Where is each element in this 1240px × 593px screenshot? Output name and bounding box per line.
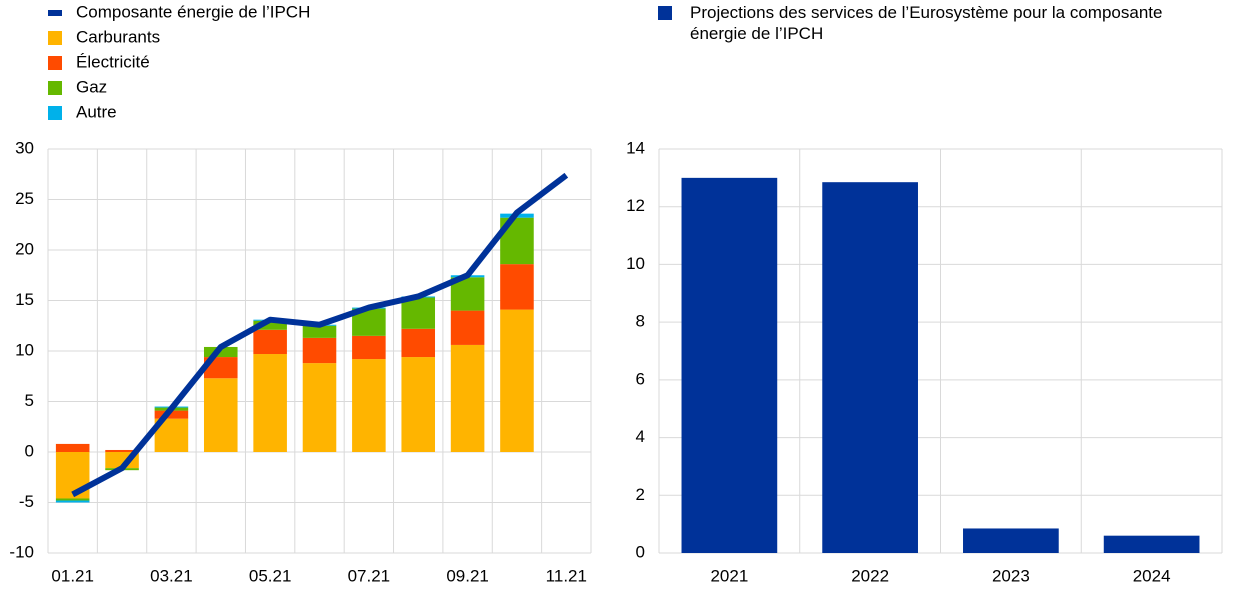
bar — [302, 325, 337, 338]
x-tick-label: 03.21 — [150, 566, 193, 585]
bar — [681, 177, 778, 553]
x-tick-label: 05.21 — [249, 566, 292, 585]
bar — [55, 500, 90, 503]
x-tick-label: 07.21 — [348, 566, 391, 585]
bar — [154, 410, 189, 419]
y-tick-label: 0 — [25, 441, 34, 460]
bar — [55, 498, 90, 501]
y-tick-label: 10 — [15, 340, 34, 359]
y-tick-label: 2 — [636, 485, 645, 504]
bar — [203, 378, 238, 452]
y-tick-label: -10 — [9, 542, 34, 561]
y-tick-label: 8 — [636, 312, 645, 331]
x-tick-label: 01.21 — [51, 566, 94, 585]
legend-marker — [48, 106, 62, 120]
bar — [352, 359, 386, 452]
y-tick-label: 12 — [626, 196, 645, 215]
bar — [253, 354, 287, 452]
legend-marker — [48, 81, 62, 95]
y-tick-label: 14 — [626, 138, 645, 157]
legend-label: Électricité — [76, 52, 150, 71]
y-tick-label: 15 — [15, 290, 34, 309]
bar — [1103, 535, 1200, 553]
y-tick-label: 4 — [636, 427, 645, 446]
bar — [401, 297, 436, 329]
x-tick-label: 2021 — [710, 566, 748, 585]
legend-label: Projections des services de l’Eurosystèm… — [690, 3, 1163, 43]
x-tick-label: 11.21 — [546, 566, 587, 585]
bar — [822, 182, 918, 553]
y-tick-label: 0 — [636, 542, 645, 561]
bar — [401, 357, 436, 452]
x-tick-label: 09.21 — [446, 566, 489, 585]
y-tick-label: 5 — [25, 391, 34, 410]
bar — [203, 346, 238, 358]
bar — [450, 344, 485, 452]
bar — [302, 337, 337, 364]
bar — [302, 363, 337, 452]
y-tick-label: 6 — [636, 369, 645, 388]
bar — [203, 357, 238, 379]
bar — [105, 449, 139, 452]
legend-marker — [48, 31, 62, 45]
legend-label: Composante énergie de l’IPCH — [76, 2, 310, 21]
x-tick-label: 2023 — [992, 566, 1030, 585]
bar — [450, 310, 485, 345]
bar — [963, 528, 1059, 553]
y-tick-label: 20 — [15, 239, 34, 258]
y-tick-label: 30 — [15, 138, 34, 157]
y-tick-label: 25 — [15, 189, 34, 208]
x-tick-label: 2022 — [851, 566, 889, 585]
bar — [55, 443, 90, 452]
bar — [253, 320, 287, 330]
bar — [401, 328, 436, 358]
bar — [500, 264, 534, 310]
bar — [253, 329, 287, 355]
legend-label: Gaz — [76, 77, 107, 96]
y-tick-label: -5 — [19, 492, 34, 511]
legend-label: Autre — [76, 102, 117, 121]
line — [71, 172, 569, 498]
legend-label: Carburants — [76, 27, 160, 46]
bar — [352, 335, 386, 360]
y-tick-label: 10 — [626, 254, 645, 273]
legend-marker — [658, 6, 672, 20]
x-tick-label: 2024 — [1133, 566, 1171, 585]
bar — [500, 309, 534, 452]
legend-marker — [48, 56, 62, 70]
